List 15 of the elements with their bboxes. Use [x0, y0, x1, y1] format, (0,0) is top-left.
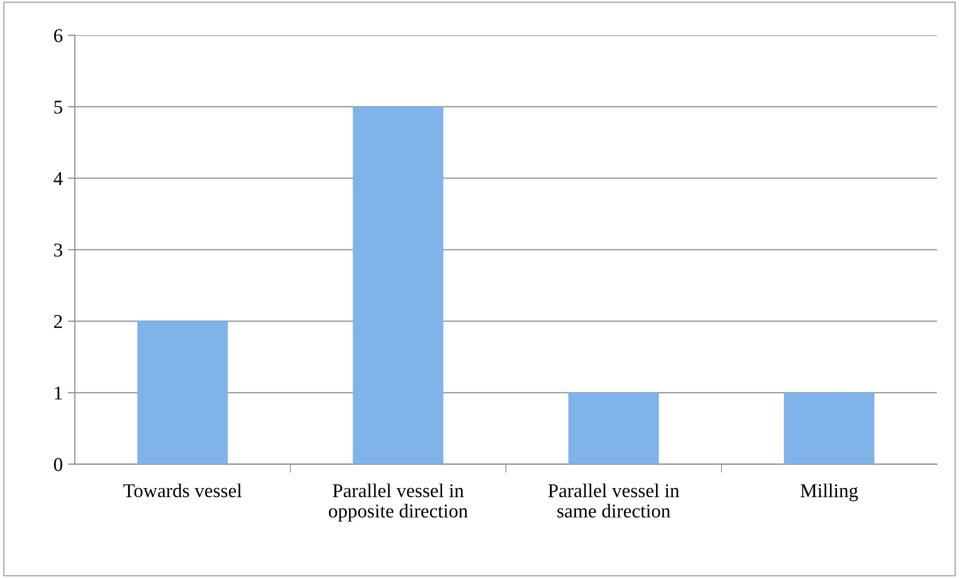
- y-tick-label: 5: [54, 100, 62, 114]
- y-tick-label: 3: [54, 244, 62, 257]
- y-tick-label: 0: [54, 458, 62, 472]
- x-tick-label: Parallel vessel in same direction: [548, 484, 680, 518]
- y-tick-label: 1: [54, 386, 62, 400]
- y-tick-label: 2: [54, 315, 62, 328]
- x-tick-label: Towards vessel: [123, 484, 242, 498]
- y-tick-label: 6: [54, 29, 62, 42]
- bar: [137, 321, 228, 464]
- bar: [352, 106, 444, 464]
- bar: [784, 392, 874, 464]
- x-tick-label: Parallel vessel in opposite direction: [328, 484, 468, 522]
- x-tick-label: Milling: [800, 484, 858, 502]
- y-tick-label: 4: [54, 172, 63, 185]
- bar: [568, 392, 659, 464]
